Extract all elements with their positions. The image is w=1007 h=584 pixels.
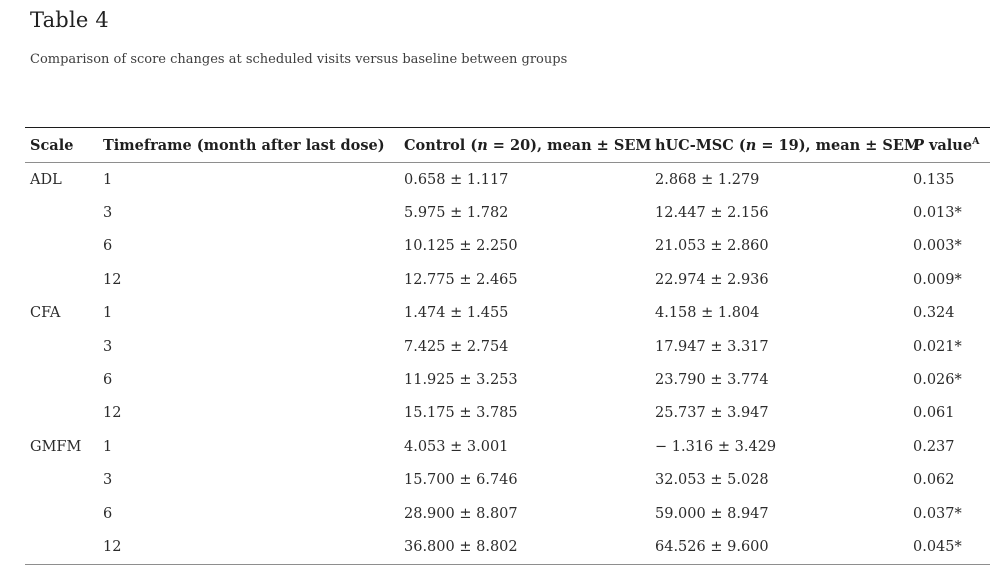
cell-control: 15.700 ± 6.746 <box>404 472 518 489</box>
cell-timeframe: 3 <box>103 472 113 489</box>
cell-scale <box>25 196 103 229</box>
cell-scale <box>25 363 103 396</box>
cell-timeframe: 6 <box>103 238 113 255</box>
header-label: = 20), mean ± SEM <box>487 136 652 154</box>
table-row: 12 36.800 ± 8.802 64.526 ± 9.600 0.045* <box>25 530 990 564</box>
cell-scale <box>25 497 103 530</box>
table-body: ADL 1 0.658 ± 1.117 2.868 ± 1.279 0.135 3 5.97… <box>25 163 990 565</box>
italic-n: n <box>745 136 757 154</box>
table-row: 3 7.425 ± 2.754 17.947 ± 3.317 0.021* <box>25 330 990 363</box>
cell-scale <box>25 530 103 564</box>
cell-timeframe: 12 <box>103 271 122 288</box>
cell-timeframe: 12 <box>103 538 122 555</box>
cell-control: 28.900 ± 8.807 <box>404 505 518 522</box>
table-row: 6 10.125 ± 2.250 21.053 ± 2.860 0.003* <box>25 230 990 263</box>
table-title: Table 4 <box>30 8 109 32</box>
column-header-control: Control (n = 20), mean ± SEM <box>404 127 655 163</box>
cell-timeframe: 6 <box>103 505 113 522</box>
header-row: Scale Timeframe (month after last dose) … <box>25 127 990 163</box>
table-container: Scale Timeframe (month after last dose) … <box>25 127 990 565</box>
cell-pvalue: 0.324 <box>913 305 955 322</box>
cell-timeframe: 1 <box>103 305 113 322</box>
table-row: GMFM 1 4.053 ± 3.001 − 1.316 ± 3.429 0.237 <box>25 430 990 463</box>
cell-hucmsc: 64.526 ± 9.600 <box>655 538 769 555</box>
header-label: Timeframe (month after last dose) <box>103 136 385 154</box>
cell-timeframe: 3 <box>103 338 113 355</box>
cell-hucmsc: 2.868 ± 1.279 <box>655 171 760 188</box>
column-header-scale: Scale <box>25 127 103 163</box>
header-label: Scale <box>30 136 74 154</box>
cell-hucmsc: 32.053 ± 5.028 <box>655 472 769 489</box>
table-row: CFA 1 1.474 ± 1.455 4.158 ± 1.804 0.324 <box>25 297 990 330</box>
column-header-pvalue: P valueA <box>913 127 990 163</box>
table-row: 3 15.700 ± 6.746 32.053 ± 5.028 0.062 <box>25 464 990 497</box>
cell-pvalue: 0.045* <box>913 538 962 555</box>
cell-scale <box>25 464 103 497</box>
cell-hucmsc: 21.053 ± 2.860 <box>655 238 769 255</box>
cell-control: 4.053 ± 3.001 <box>404 438 509 455</box>
cell-scale <box>25 263 103 296</box>
table-row: 12 12.775 ± 2.465 22.974 ± 2.936 0.009* <box>25 263 990 296</box>
cell-hucmsc: 12.447 ± 2.156 <box>655 205 769 222</box>
header-label: Control ( <box>404 136 478 154</box>
table-row: ADL 1 0.658 ± 1.117 2.868 ± 1.279 0.135 <box>25 163 990 197</box>
cell-scale <box>25 397 103 430</box>
cell-hucmsc: 4.158 ± 1.804 <box>655 305 760 322</box>
header-label: = 19), mean ± SEM <box>756 136 920 154</box>
cell-control: 15.175 ± 3.785 <box>404 405 518 422</box>
cell-control: 7.425 ± 2.754 <box>404 338 509 355</box>
column-header-timeframe: Timeframe (month after last dose) <box>103 127 404 163</box>
cell-scale: CFA <box>30 305 61 322</box>
cell-hucmsc: 25.737 ± 3.947 <box>655 405 769 422</box>
column-header-hucmsc: hUC-MSC (n = 19), mean ± SEM <box>655 127 920 163</box>
italic-n: n <box>477 136 488 154</box>
cell-pvalue: 0.009* <box>913 271 962 288</box>
cell-scale <box>25 230 103 263</box>
cell-timeframe: 12 <box>103 405 122 422</box>
table-row: 3 5.975 ± 1.782 12.447 ± 2.156 0.013* <box>25 196 990 229</box>
comparison-table: Scale Timeframe (month after last dose) … <box>25 127 990 565</box>
cell-timeframe: 3 <box>103 205 113 222</box>
cell-control: 1.474 ± 1.455 <box>404 305 509 322</box>
cell-control: 11.925 ± 3.253 <box>404 372 518 389</box>
cell-control: 36.800 ± 8.802 <box>404 538 518 555</box>
cell-pvalue: 0.135 <box>913 171 955 188</box>
cell-hucmsc: 22.974 ± 2.936 <box>655 271 769 288</box>
header-label: hUC-MSC ( <box>655 136 746 154</box>
cell-pvalue: 0.061 <box>913 405 955 422</box>
header-label: value <box>923 136 973 154</box>
cell-pvalue: 0.021* <box>913 338 962 355</box>
cell-hucmsc: 17.947 ± 3.317 <box>655 338 769 355</box>
table-header: Scale Timeframe (month after last dose) … <box>25 127 990 163</box>
cell-timeframe: 6 <box>103 372 113 389</box>
cell-control: 10.125 ± 2.250 <box>404 238 518 255</box>
cell-control: 5.975 ± 1.782 <box>404 205 509 222</box>
cell-pvalue: 0.037* <box>913 505 962 522</box>
cell-pvalue: 0.013* <box>913 205 962 222</box>
cell-timeframe: 1 <box>103 438 113 455</box>
cell-hucmsc: 23.790 ± 3.774 <box>655 372 769 389</box>
cell-control: 12.775 ± 2.465 <box>404 271 518 288</box>
table-row: 6 28.900 ± 8.807 59.000 ± 8.947 0.037* <box>25 497 990 530</box>
table-row: 6 11.925 ± 3.253 23.790 ± 3.774 0.026* <box>25 363 990 396</box>
footnote-marker: A <box>972 135 980 147</box>
table-row: 12 15.175 ± 3.785 25.737 ± 3.947 0.061 <box>25 397 990 430</box>
cell-hucmsc: 59.000 ± 8.947 <box>655 505 769 522</box>
cell-timeframe: 1 <box>103 171 113 188</box>
cell-scale: ADL <box>30 171 62 188</box>
cell-scale <box>25 330 103 363</box>
cell-scale: GMFM <box>30 438 82 455</box>
cell-pvalue: 0.237 <box>913 438 955 455</box>
table-caption: Comparison of score changes at scheduled… <box>30 52 568 67</box>
cell-pvalue: 0.062 <box>913 472 955 489</box>
italic-p: P <box>913 136 924 154</box>
cell-pvalue: 0.003* <box>913 238 962 255</box>
cell-pvalue: 0.026* <box>913 372 962 389</box>
cell-control: 0.658 ± 1.117 <box>404 171 509 188</box>
cell-hucmsc: − 1.316 ± 3.429 <box>655 438 777 455</box>
